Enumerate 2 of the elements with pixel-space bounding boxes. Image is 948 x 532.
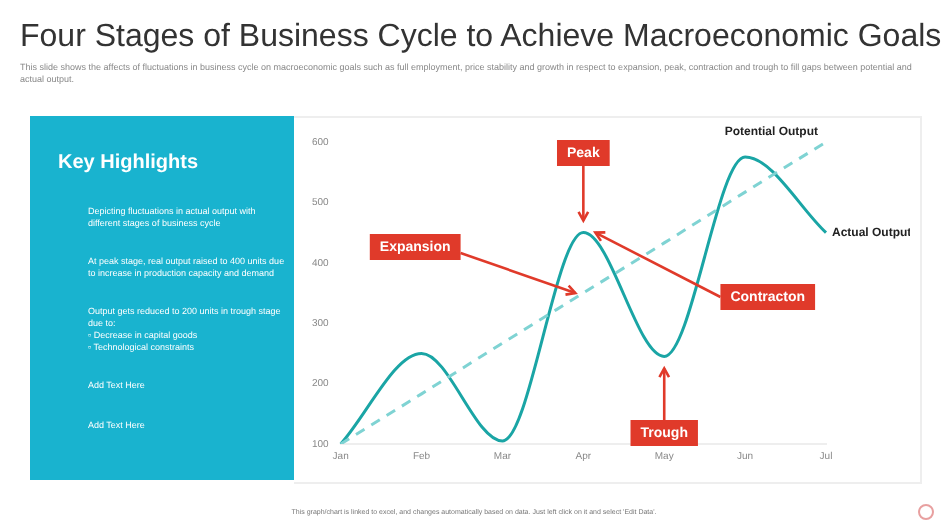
text: Key Highlights (58, 152, 201, 174)
chart-title: Four Stages of Business Cycle to Achieve Macroeconomic Goals (20, 20, 942, 56)
